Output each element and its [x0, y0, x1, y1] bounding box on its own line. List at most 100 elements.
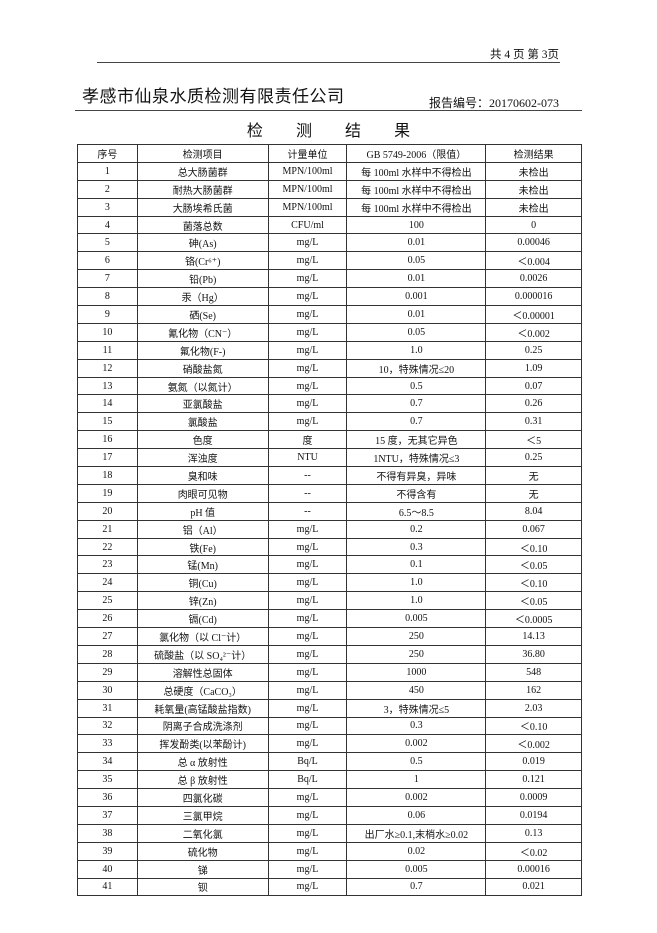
- cell-limit: 0.7: [346, 394, 487, 414]
- cell-index: 30: [77, 680, 138, 700]
- cell-limit: 0.3: [346, 716, 487, 736]
- table-row: 13 氨氮（以氮计） mg/L 0.5 0.07: [77, 376, 582, 396]
- cell-unit: mg/L: [267, 734, 348, 754]
- cell-limit: 250: [346, 627, 487, 646]
- cell-unit: mg/L: [267, 627, 348, 646]
- cell-unit: mg/L: [267, 358, 348, 378]
- cell-item: 总 α 放射性: [136, 752, 269, 772]
- cell-unit: mg/L: [267, 519, 348, 539]
- cell-unit: mg/L: [267, 251, 348, 271]
- cell-unit: mg/L: [267, 644, 348, 664]
- cell-item: 亚氯酸盐: [136, 394, 269, 414]
- cell-index: 38: [77, 823, 138, 843]
- cell-result: ＜0.10: [485, 573, 582, 593]
- results-table: 序号 检测项目 计量单位 GB 5749-2006（限值） 检测结果 1 总大肠菌…: [77, 144, 582, 897]
- cell-result: ＜0.004: [485, 251, 582, 271]
- cell-unit: mg/L: [267, 322, 348, 342]
- cell-item: 氰化物（CN⁻）: [136, 322, 269, 342]
- cell-unit: Bq/L: [267, 752, 348, 772]
- cell-index: 20: [77, 501, 138, 521]
- table-row: 26 镉(Cd) mg/L 0.005 ＜0.0005: [77, 609, 582, 629]
- cell-unit: mg/L: [267, 305, 348, 324]
- cell-limit: 0.7: [346, 877, 487, 897]
- cell-limit: 1.0: [346, 573, 487, 593]
- table-row: 5 砷(As) mg/L 0.01 0.00046: [77, 233, 582, 253]
- table-row: 41 钡 mg/L 0.7 0.021: [77, 877, 582, 897]
- cell-result: 0.067: [485, 519, 582, 539]
- table-row: 18 臭和味 -- 不得有异臭，异味无: [77, 466, 582, 485]
- table-row: 4 菌落总数 CFU/ml 100 0: [77, 215, 582, 235]
- cell-unit: mg/L: [267, 412, 348, 432]
- table-row: 15 氯酸盐 mg/L 0.7 0.31: [77, 412, 582, 432]
- cell-item: 四氯化碳: [136, 788, 269, 807]
- cell-index: 5: [77, 233, 138, 253]
- cell-unit: mg/L: [267, 537, 348, 557]
- cell-result: 548: [485, 662, 582, 682]
- column-header: 检测结果: [485, 144, 582, 163]
- page-title: 检 测 结 果: [246, 121, 425, 140]
- cell-limit: 不得含有: [346, 483, 487, 503]
- table-row: 11 氟化物(F-) mg/L 1.0 0.25: [77, 340, 582, 360]
- cell-unit: mg/L: [267, 376, 348, 396]
- table-row: 1 总大肠菌群 MPN/100ml 每 100ml 水样中不得检出 未检出: [77, 161, 582, 181]
- cell-limit: 每 100ml 水样中不得检出: [346, 179, 487, 199]
- cell-limit: 10，特殊情况≤20: [346, 358, 487, 378]
- cell-limit: 0.005: [346, 609, 487, 629]
- cell-limit: 0.001: [346, 287, 487, 307]
- cell-item: 臭和味: [136, 466, 269, 485]
- cell-item: 氯酸盐: [136, 412, 269, 432]
- cell-limit: 0.01: [346, 233, 487, 253]
- cell-index: 11: [77, 340, 138, 360]
- table-row: 16 色度度 15 度，无其它异色 ＜5: [77, 430, 582, 450]
- cell-item: 硒(Se): [136, 305, 269, 324]
- cell-unit: mg/L: [267, 788, 348, 807]
- cell-item: 总硬度（CaCO₃）: [136, 680, 269, 700]
- table-row: 25 锌(Zn) mg/L 1.0 ＜0.05: [77, 591, 582, 611]
- cell-item: 铁(Fe): [136, 537, 269, 557]
- cell-result: ＜0.0005: [485, 609, 582, 629]
- cell-index: 27: [77, 627, 138, 646]
- cell-item: 锑: [136, 859, 269, 879]
- cell-limit: 0.05: [346, 322, 487, 342]
- cell-index: 36: [77, 788, 138, 807]
- table-row: 3 大肠埃希氏菌 MPN/100ml 每 100ml 水样中不得检出 未检出: [77, 197, 582, 217]
- cell-index: 37: [77, 805, 138, 825]
- cell-index: 16: [77, 430, 138, 450]
- cell-index: 22: [77, 537, 138, 557]
- table-row: 14 亚氯酸盐 mg/L 0.7 0.26: [77, 394, 582, 414]
- cell-result: 0.31: [485, 412, 582, 432]
- cell-item: 氟化物(F-): [136, 340, 269, 360]
- cell-index: 17: [77, 448, 138, 468]
- cell-limit: 1.0: [346, 591, 487, 611]
- table-row: 40 锑 mg/L 0.005 0.00016: [77, 859, 582, 879]
- cell-item: 大肠埃希氏菌: [136, 197, 269, 217]
- cell-result: 无: [485, 483, 582, 503]
- cell-result: 2.03: [485, 698, 582, 718]
- cell-limit: 6.5～8.5: [346, 501, 487, 521]
- cell-result: 0.0026: [485, 269, 582, 289]
- cell-result: 0.25: [485, 340, 582, 360]
- cell-limit: 3，特殊情况≤5: [346, 698, 487, 718]
- cell-result: 36.80: [485, 644, 582, 664]
- cell-unit: mg/L: [267, 662, 348, 682]
- table-header-row: 序号 检测项目 计量单位 GB 5749-2006（限值） 检测结果: [77, 144, 582, 163]
- cell-unit: mg/L: [267, 823, 348, 843]
- cell-limit: 0.05: [346, 251, 487, 271]
- cell-limit: 450: [346, 680, 487, 700]
- header-divider: [97, 62, 560, 63]
- cell-unit: mg/L: [267, 555, 348, 575]
- cell-unit: mg/L: [267, 340, 348, 360]
- cell-result: 14.13: [485, 627, 582, 646]
- cell-unit: mg/L: [267, 609, 348, 629]
- cell-limit: 1.0: [346, 340, 487, 360]
- cell-unit: MPN/100ml: [267, 179, 348, 199]
- cell-limit: 250: [346, 644, 487, 664]
- table-row: 24 铜(Cu) mg/L 1.0 ＜0.10: [77, 573, 582, 593]
- cell-limit: 出厂水≥0.1,末梢水≥0.02: [346, 823, 487, 843]
- cell-item: 硫酸盐（以 SO₄²⁻计）: [136, 644, 269, 664]
- cell-item: 阴离子合成洗涤剂: [136, 716, 269, 736]
- column-header: 计量单位: [267, 144, 348, 163]
- cell-result: 0.00016: [485, 859, 582, 879]
- cell-unit: mg/L: [267, 394, 348, 414]
- cell-index: 35: [77, 770, 138, 790]
